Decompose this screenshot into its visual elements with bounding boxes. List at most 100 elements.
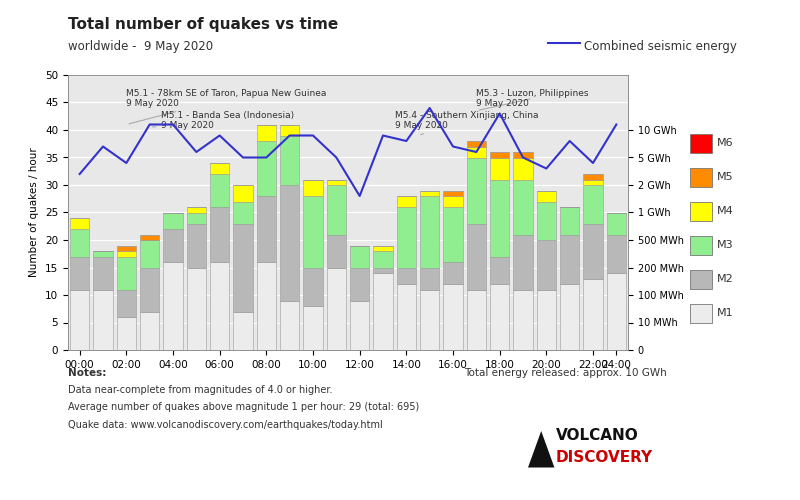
Bar (443, 262, 462, 284)
Bar (70, 290, 90, 350)
Text: Data near-complete from magnitudes of 4.0 or higher.: Data near-complete from magnitudes of 4.… (68, 385, 333, 395)
Bar (280, 136, 299, 185)
Bar (280, 300, 299, 350)
Bar (583, 278, 602, 350)
Bar (490, 152, 510, 158)
Bar (397, 196, 416, 207)
Bar (163, 229, 182, 262)
Text: M5.3 - Luzon, Philippines
9 May 2020: M5.3 - Luzon, Philippines 9 May 2020 (476, 88, 589, 110)
Bar (583, 224, 602, 278)
Bar (70, 229, 90, 256)
Text: Quake data: www.volcanodiscovery.com/earthquakes/today.html: Quake data: www.volcanodiscovery.com/ear… (68, 420, 382, 430)
Bar (443, 207, 462, 262)
Bar (140, 240, 159, 268)
Bar (514, 290, 533, 350)
Bar (257, 262, 276, 350)
Bar (257, 124, 276, 141)
Text: M3: M3 (717, 240, 734, 250)
Bar (374, 273, 393, 350)
Text: M6: M6 (717, 138, 734, 148)
Bar (234, 224, 253, 312)
Bar (186, 212, 206, 224)
Bar (140, 268, 159, 312)
Bar (606, 212, 626, 234)
Bar (117, 246, 136, 251)
Bar (234, 312, 253, 350)
Bar (186, 268, 206, 350)
Text: M5.1 - Banda Sea (Indonesia)
9 May 2020: M5.1 - Banda Sea (Indonesia) 9 May 2020 (153, 111, 294, 130)
Bar (303, 268, 322, 306)
Bar (560, 234, 579, 284)
Bar (186, 224, 206, 268)
Bar (303, 196, 322, 268)
Y-axis label: Number of quakes / hour: Number of quakes / hour (30, 148, 39, 278)
Bar (117, 251, 136, 256)
Bar (606, 234, 626, 273)
Bar (443, 190, 462, 196)
Bar (583, 180, 602, 185)
Bar (420, 290, 439, 350)
Bar (537, 240, 556, 290)
Bar (397, 268, 416, 284)
Bar (490, 180, 510, 256)
Bar (117, 256, 136, 290)
Bar (466, 290, 486, 350)
Bar (443, 284, 462, 350)
Bar (420, 190, 439, 196)
Bar (257, 141, 276, 196)
Bar (117, 290, 136, 317)
Bar (514, 180, 533, 234)
Bar (280, 124, 299, 136)
Bar (117, 317, 136, 350)
Bar (350, 246, 370, 268)
Bar (490, 256, 510, 284)
Bar (374, 251, 393, 268)
Bar (163, 212, 182, 229)
Bar (466, 146, 486, 158)
Text: M4: M4 (717, 206, 734, 216)
Bar (490, 284, 510, 350)
Text: M1: M1 (717, 308, 734, 318)
Bar (537, 202, 556, 240)
Bar (560, 207, 579, 234)
Text: M5.1 - 78km SE of Taron, Papua New Guinea
9 May 2020: M5.1 - 78km SE of Taron, Papua New Guine… (126, 88, 326, 124)
Bar (280, 185, 299, 300)
Bar (186, 207, 206, 212)
Bar (514, 234, 533, 290)
Bar (326, 185, 346, 234)
Bar (514, 158, 533, 180)
Bar (326, 180, 346, 185)
Bar (490, 158, 510, 180)
Bar (374, 268, 393, 273)
Bar (397, 207, 416, 268)
Bar (140, 312, 159, 350)
Text: VOLCANO: VOLCANO (556, 428, 638, 442)
Bar (303, 180, 322, 196)
Bar (94, 290, 113, 350)
Bar (257, 196, 276, 262)
Text: M2: M2 (717, 274, 734, 284)
Bar (420, 196, 439, 268)
Text: DISCOVERY: DISCOVERY (556, 450, 653, 465)
Text: Total energy released: approx. 10 GWh: Total energy released: approx. 10 GWh (464, 368, 666, 378)
Bar (583, 185, 602, 224)
Bar (350, 268, 370, 300)
Bar (210, 163, 230, 174)
Bar (443, 196, 462, 207)
Bar (326, 234, 346, 268)
Bar (537, 290, 556, 350)
Bar (326, 268, 346, 350)
Bar (210, 262, 230, 350)
Bar (397, 284, 416, 350)
Bar (583, 174, 602, 180)
Bar (94, 251, 113, 256)
Text: M5.4 - Southern Xinjiang, China
9 May 2020: M5.4 - Southern Xinjiang, China 9 May 20… (394, 111, 538, 134)
Bar (210, 174, 230, 207)
Bar (606, 273, 626, 350)
Text: Combined seismic energy: Combined seismic energy (584, 40, 737, 53)
Bar (140, 234, 159, 240)
Bar (514, 152, 533, 158)
Bar (466, 141, 486, 146)
Bar (234, 202, 253, 224)
Bar (420, 268, 439, 289)
